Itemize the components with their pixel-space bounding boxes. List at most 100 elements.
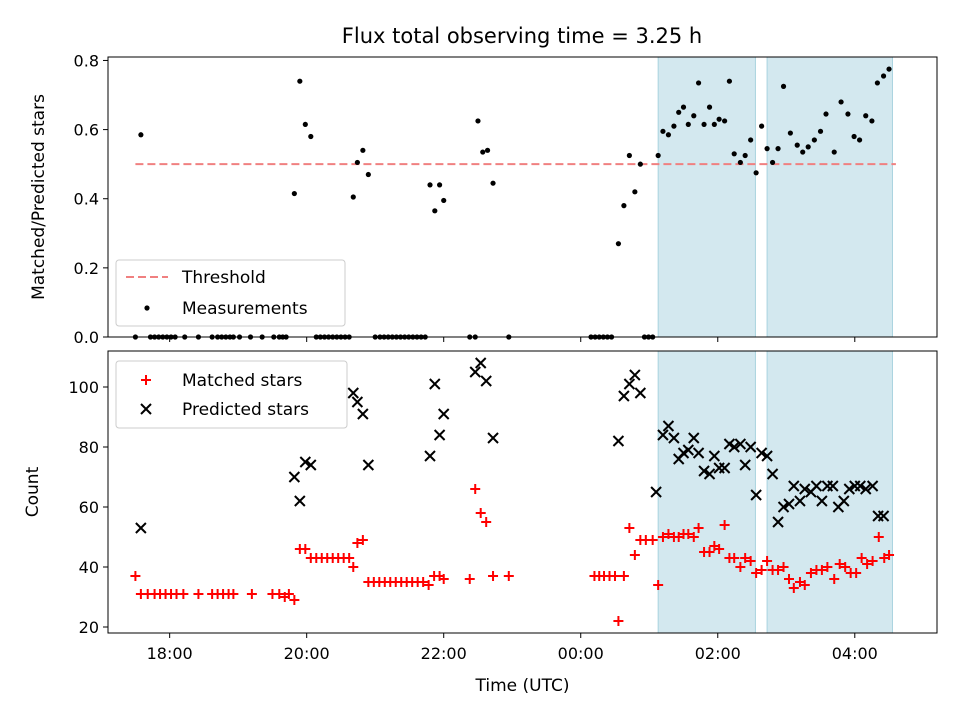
matched-stars-point	[613, 616, 624, 626]
matched-stars-point	[228, 589, 239, 599]
measurement-point	[759, 123, 765, 129]
x-tick-label: 20:00	[284, 644, 330, 663]
count-panel-frame	[107, 350, 938, 634]
predicted-stars-point	[744, 441, 757, 453]
predicted-stars-point	[438, 408, 450, 420]
ratio-panel-frame	[107, 56, 938, 338]
figure-title: Flux total observing time = 3.25 h	[342, 24, 702, 48]
predicted-stars-point	[728, 441, 740, 453]
predicted-stars-point	[788, 480, 800, 492]
count-legend-box	[115, 360, 348, 429]
predicted-stars-point	[357, 408, 369, 420]
count-panel: 18:00 20:00 22:00 00:00 02:00 04:00 20 40 60 80 1…	[23, 350, 938, 696]
matched-stars-point	[344, 553, 355, 563]
measurement-point	[817, 128, 824, 134]
ratio-shaded-region	[766, 56, 893, 338]
measurement-point	[838, 99, 844, 105]
measurement-point	[490, 180, 496, 186]
measurement-point	[660, 128, 666, 134]
predicted-stars-point	[288, 471, 301, 483]
matched-stars-point	[773, 565, 784, 575]
measurement-point	[695, 80, 702, 86]
predicted-stars-point	[362, 459, 375, 471]
measurement-point	[823, 111, 829, 117]
measurement-point	[302, 121, 308, 128]
matched-stars-point	[624, 523, 635, 533]
ratio-y-tick-label: 0.4	[74, 190, 99, 209]
matched-stars-point	[481, 517, 492, 527]
predicted-stars-point	[843, 483, 856, 495]
predicted-stars-point	[429, 378, 441, 390]
predicted-stars-point	[718, 462, 731, 474]
x-tick-label: 22:00	[421, 644, 467, 663]
matched-stars-point	[300, 544, 311, 554]
measurement-point	[665, 132, 672, 138]
matched-stars-point	[470, 484, 481, 494]
measurement-point	[753, 170, 759, 176]
matched-stars-point	[756, 565, 767, 575]
count-y-tick-label: 40	[79, 558, 99, 577]
measurement-point	[432, 208, 438, 214]
matched-stars-point	[618, 571, 629, 581]
predicted-stars-point	[474, 357, 487, 369]
measurement-point	[354, 159, 360, 166]
predicted-stars-point	[682, 444, 695, 456]
measurement-point	[706, 104, 713, 110]
count-y-tick-label: 80	[79, 438, 99, 457]
measurement-point	[632, 189, 638, 195]
predicted-stars-point	[688, 432, 700, 444]
predicted-stars-point	[347, 387, 359, 399]
ratio-legend-box	[115, 259, 346, 327]
measurement-point	[856, 137, 863, 143]
measurement-point	[880, 73, 887, 79]
predicted-stars-point	[612, 435, 625, 447]
measurement-point	[621, 203, 627, 209]
predicted-stars-point	[662, 420, 675, 432]
matched-stars-point	[862, 559, 873, 569]
measurement-point	[350, 194, 356, 200]
predicted-stars-point	[487, 432, 499, 444]
matched-stars-point	[647, 535, 658, 545]
measurement-point	[655, 152, 661, 159]
predicted-stars-point	[657, 429, 669, 441]
measurement-point	[886, 66, 892, 72]
matched-stars-point	[688, 532, 699, 542]
measurement-point	[811, 137, 817, 143]
measurement-point	[764, 146, 770, 152]
ratio-y-tick-label: 0.8	[74, 51, 99, 70]
measurement-point	[626, 152, 632, 159]
predicted-stars-point	[650, 486, 662, 498]
measurement-point	[716, 116, 722, 122]
matched-stars-point	[840, 562, 851, 572]
x-tick-label: 02:00	[695, 644, 741, 663]
predicted-stars-point	[854, 480, 866, 492]
matched-stars-point	[719, 520, 730, 530]
measurement-point	[691, 113, 697, 119]
matched-stars-point	[283, 589, 294, 599]
count-shaded-region	[657, 350, 756, 634]
measurement-point	[365, 171, 371, 178]
measurement-point	[722, 118, 728, 124]
ratio-y-axis-label: Matched/Predicted stars	[29, 94, 49, 300]
matched-stars-point	[867, 556, 878, 566]
predicted-stars-point	[860, 483, 872, 495]
matched-stars-point	[704, 547, 715, 557]
time-x-axis-label: Time (UTC)	[475, 676, 570, 696]
measurement-point	[427, 182, 433, 188]
legend-measurements-swatch	[144, 305, 150, 311]
matched-stars-point	[805, 568, 816, 578]
predicted-stars-point	[668, 432, 680, 444]
ratio-y-tick-label: 0.2	[74, 259, 99, 278]
predicted-stars-point	[777, 501, 790, 513]
measurement-point	[869, 118, 875, 124]
count-y-axis-label: Count	[23, 466, 43, 517]
measurement-point	[742, 152, 748, 159]
predicted-stars-point	[838, 495, 850, 507]
predicted-stars-point	[618, 390, 630, 402]
matched-stars-point	[657, 532, 668, 542]
matched-stars-point	[729, 553, 740, 563]
x-tick-label: 00:00	[558, 644, 604, 663]
x-tick-label: 18:00	[147, 644, 193, 663]
measurement-point	[748, 137, 754, 143]
count-y-tick-label: 100	[68, 378, 99, 397]
